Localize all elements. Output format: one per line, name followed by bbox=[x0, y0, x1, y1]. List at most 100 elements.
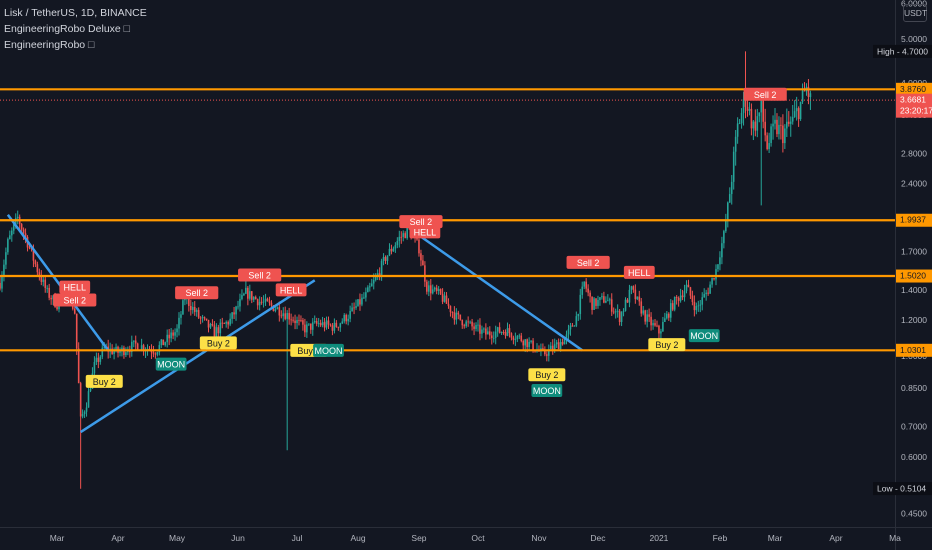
candle-body bbox=[709, 284, 711, 294]
candle-body bbox=[42, 279, 45, 282]
time-axis[interactable]: Mar Apr May Jun Jul Aug Sep Oct Nov Dec 2021 Feb Mar… bbox=[50, 533, 901, 543]
candle-body bbox=[241, 295, 243, 300]
signal-label: Sell 2 bbox=[754, 90, 777, 100]
candle-body bbox=[247, 287, 249, 299]
candle-body bbox=[522, 340, 525, 346]
candle-body bbox=[524, 339, 526, 346]
candle-body bbox=[113, 351, 115, 354]
candle-body bbox=[367, 287, 369, 293]
time-tick-label: Aug bbox=[350, 533, 365, 543]
candle-body bbox=[311, 322, 314, 330]
candle-body bbox=[249, 291, 251, 299]
candle-body bbox=[290, 319, 292, 321]
candle-body bbox=[766, 135, 768, 150]
candle-body bbox=[203, 317, 206, 319]
candle-body bbox=[801, 90, 804, 102]
candle-body bbox=[451, 312, 454, 313]
signal-label-bg bbox=[85, 374, 123, 388]
level-badge-bg bbox=[896, 213, 932, 227]
candle-body bbox=[190, 305, 192, 311]
candle-body bbox=[565, 334, 568, 339]
candle-body bbox=[652, 323, 654, 326]
candle-body bbox=[683, 290, 686, 298]
candle-body bbox=[355, 306, 357, 308]
candle-body bbox=[567, 329, 570, 335]
trend-lines-group bbox=[6, 214, 583, 434]
candle-body bbox=[227, 321, 229, 325]
indicator-legend-1[interactable]: EngineeringRobo Deluxe ☐ bbox=[4, 23, 131, 35]
candle-body bbox=[467, 321, 469, 323]
signal-label-bg bbox=[531, 383, 563, 397]
candle-body bbox=[650, 316, 652, 326]
candle-body bbox=[180, 314, 182, 318]
candle-body bbox=[585, 281, 587, 289]
candle-body bbox=[400, 236, 403, 238]
candle-body bbox=[555, 342, 558, 345]
candle-body bbox=[603, 296, 605, 303]
signal-label: MOON bbox=[690, 331, 718, 341]
candle-body bbox=[744, 99, 747, 107]
currency-badge[interactable]: USDT bbox=[903, 4, 927, 22]
candle-body bbox=[294, 320, 296, 324]
candle-body bbox=[707, 292, 709, 294]
candle-body bbox=[807, 86, 810, 98]
candle-body bbox=[85, 407, 88, 412]
candle-body bbox=[345, 314, 347, 322]
candle-body bbox=[756, 116, 759, 131]
candle-body bbox=[245, 287, 247, 294]
candle-body bbox=[520, 335, 523, 341]
time-tick-label: Apr bbox=[829, 533, 842, 543]
candle-body bbox=[16, 216, 19, 219]
candle-body bbox=[758, 112, 761, 117]
candle-body bbox=[571, 325, 574, 327]
candle-body bbox=[127, 350, 129, 353]
candle-body bbox=[725, 220, 727, 232]
candle-body bbox=[95, 357, 98, 363]
candle-body bbox=[363, 297, 365, 299]
candle-body bbox=[433, 287, 436, 290]
candle-body bbox=[738, 123, 741, 125]
candle-body bbox=[378, 273, 381, 276]
candle-body bbox=[199, 317, 202, 319]
candle-body bbox=[243, 293, 245, 296]
candle-body bbox=[671, 303, 674, 310]
time-tick-label: Ma bbox=[889, 533, 901, 543]
candle-body bbox=[12, 224, 15, 231]
candle-body bbox=[548, 349, 550, 356]
candle-body bbox=[11, 230, 13, 236]
candle-body bbox=[504, 332, 507, 336]
candle-body bbox=[526, 339, 528, 348]
candle-body bbox=[793, 111, 796, 117]
indicator-legend-2[interactable]: EngineeringRobo ☐ bbox=[4, 39, 95, 51]
signal-label-bg bbox=[275, 283, 307, 297]
candle-body bbox=[235, 306, 237, 315]
candle-body bbox=[723, 231, 725, 244]
candle-body bbox=[772, 123, 774, 127]
candle-body bbox=[81, 414, 84, 417]
candle-body bbox=[184, 298, 186, 301]
candle-body bbox=[721, 243, 723, 258]
candle-body bbox=[390, 248, 393, 252]
candle-body bbox=[22, 229, 25, 234]
signal-label: HELL bbox=[63, 283, 86, 293]
candle-body bbox=[292, 319, 294, 321]
candle-body bbox=[404, 233, 407, 239]
candle-body bbox=[764, 121, 766, 136]
candle-body bbox=[782, 125, 784, 144]
signal-label-bg bbox=[743, 87, 787, 101]
candle-body bbox=[213, 325, 216, 337]
low-label-bg bbox=[873, 482, 932, 496]
candle-body bbox=[353, 307, 355, 309]
candles-group bbox=[0, 51, 812, 489]
candle-body bbox=[79, 383, 82, 417]
candle-body bbox=[386, 255, 389, 261]
indicator-label: EngineeringRobo Deluxe bbox=[4, 23, 121, 35]
candle-body bbox=[502, 332, 505, 333]
candle-body bbox=[494, 331, 497, 338]
candle-body bbox=[205, 318, 208, 320]
time-tick-label: Sep bbox=[411, 533, 426, 543]
candle-body bbox=[215, 327, 218, 337]
candle-body bbox=[396, 240, 399, 246]
candle-body bbox=[331, 325, 334, 331]
